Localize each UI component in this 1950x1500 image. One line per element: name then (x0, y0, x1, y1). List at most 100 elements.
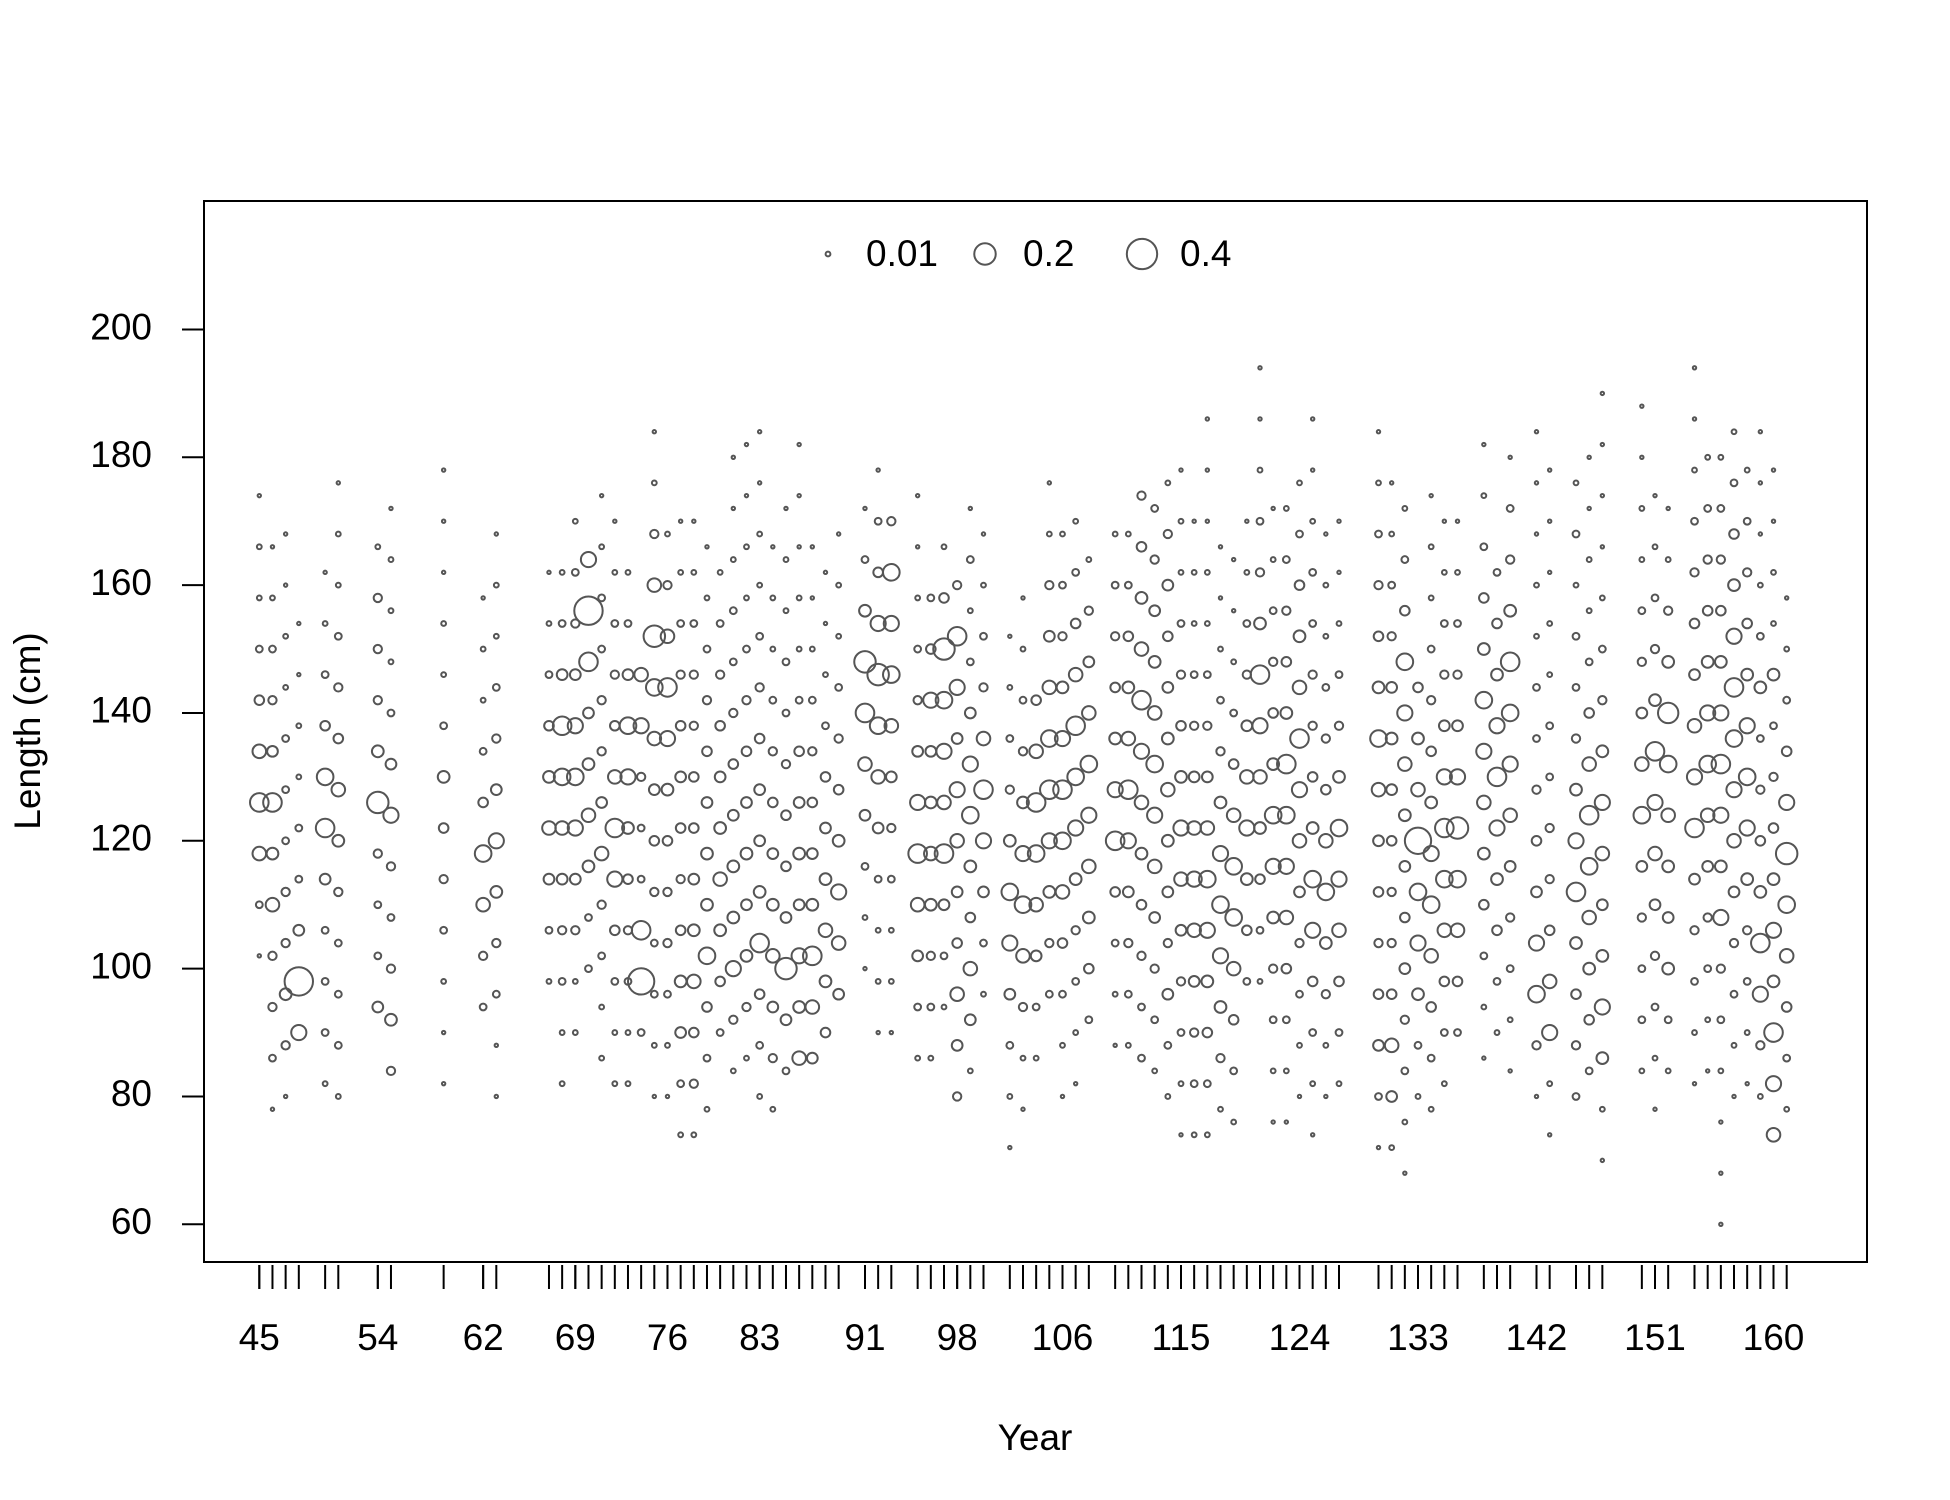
bubble (578, 651, 599, 673)
bubble (266, 744, 279, 758)
bubble (1718, 1119, 1724, 1125)
bubble (1200, 974, 1215, 989)
bubble (979, 938, 988, 948)
bubble (749, 932, 770, 954)
bubble (1599, 544, 1606, 550)
bubble (835, 632, 843, 640)
bubble (1712, 806, 1730, 824)
bubble (1691, 365, 1698, 371)
bubble (382, 806, 400, 824)
bubble (1766, 974, 1781, 989)
bubble (1665, 505, 1671, 512)
bubble (728, 707, 739, 719)
bubble (1160, 781, 1176, 798)
bubble (1224, 908, 1243, 927)
bubble (1238, 819, 1256, 837)
bubble (1532, 734, 1541, 743)
bubble (555, 668, 569, 681)
bubble (1270, 1119, 1276, 1125)
bubble (1421, 895, 1441, 915)
bubble (440, 620, 448, 627)
bubble (923, 897, 938, 912)
bubble (1685, 768, 1704, 786)
bubble (934, 690, 954, 710)
bubble (1016, 795, 1030, 810)
bubble (796, 492, 802, 499)
bubble (1715, 963, 1727, 974)
bubble (675, 669, 686, 680)
bubble (1030, 694, 1042, 706)
bubble (1718, 1221, 1724, 1227)
bubble (1527, 934, 1546, 952)
bubble (873, 516, 883, 526)
bubble (1426, 644, 1436, 654)
bubble (882, 665, 901, 684)
y-tick-label: 200 (90, 306, 152, 347)
bubble (1282, 1067, 1290, 1075)
bubble (1594, 845, 1611, 862)
bubble (676, 619, 686, 628)
bubble (1756, 1093, 1764, 1100)
bubble (1146, 806, 1164, 824)
bubble (1499, 651, 1521, 673)
bubble (320, 977, 330, 986)
bubble (675, 873, 686, 885)
bubble (1595, 898, 1609, 912)
bubble (1571, 529, 1581, 539)
bubble (965, 657, 975, 667)
bubble (491, 683, 501, 692)
bubble (1145, 754, 1164, 774)
bubble (333, 886, 344, 898)
bubble (604, 817, 626, 839)
bubble (1585, 556, 1593, 563)
bubble (1335, 620, 1343, 627)
bubble (860, 861, 870, 871)
bubble (1318, 936, 1333, 950)
bubble (1111, 990, 1119, 998)
bubble (320, 670, 330, 680)
bubble (1702, 912, 1713, 923)
bubble (1488, 819, 1506, 837)
bubble (571, 978, 579, 985)
bubble (1230, 1118, 1238, 1126)
bubble (743, 441, 750, 448)
bubble (980, 581, 987, 589)
bubble (568, 668, 582, 681)
bubble (1703, 504, 1713, 513)
bubble (598, 543, 606, 551)
bubble (1584, 1066, 1594, 1076)
bubble (951, 937, 963, 949)
bubble (868, 716, 888, 736)
bubble (664, 1093, 671, 1100)
bubble (870, 769, 886, 785)
bubble (1081, 705, 1097, 721)
bubble (1766, 872, 1781, 887)
bubble (1454, 568, 1461, 576)
bubble (1072, 1029, 1080, 1036)
bubble (1756, 581, 1764, 589)
bubble (1333, 975, 1345, 988)
bubble (701, 745, 713, 758)
legend-label: 0.2 (1023, 233, 1074, 274)
bubble (1161, 578, 1175, 592)
bubble (1121, 680, 1136, 695)
bubble (1400, 1066, 1410, 1076)
bubble (1638, 1067, 1646, 1075)
bubble (633, 666, 649, 683)
bubble (1039, 779, 1060, 800)
bubble (1249, 664, 1271, 685)
bubble (646, 730, 663, 747)
bubble (568, 872, 582, 886)
bubble (979, 631, 988, 641)
bubble (1110, 580, 1120, 590)
bubble (932, 637, 956, 661)
bubble (598, 1003, 606, 1011)
bubble (703, 1105, 711, 1113)
bubble (937, 898, 951, 912)
bubble (1634, 756, 1650, 772)
bubble (886, 874, 896, 884)
bubble (1701, 859, 1715, 873)
bubble (1401, 505, 1409, 512)
bubble (1571, 631, 1581, 641)
bubble (609, 719, 621, 732)
